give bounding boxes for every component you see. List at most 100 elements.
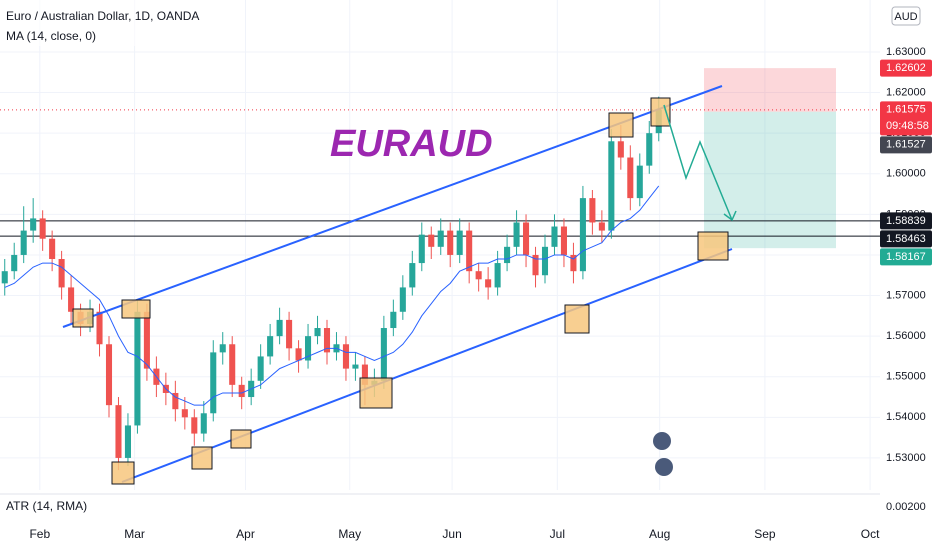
y-tick-label: 1.53000 xyxy=(886,452,926,464)
candle-body xyxy=(485,279,492,288)
price-label-bg xyxy=(880,101,932,136)
y-tick-label: 1.62000 xyxy=(886,86,926,98)
candle-body xyxy=(523,222,530,255)
marker xyxy=(608,112,634,138)
candle-body xyxy=(494,263,501,288)
lower-pane-label: ATR (14, RMA) xyxy=(6,499,87,513)
candle-body xyxy=(399,287,406,312)
lower-trendline xyxy=(121,248,733,483)
candle-body xyxy=(551,226,558,247)
markers xyxy=(72,97,729,485)
marker xyxy=(121,299,151,319)
candle-body xyxy=(305,336,312,361)
currency-button[interactable] xyxy=(891,6,921,26)
countdown: 09:48:58 xyxy=(886,120,929,132)
candle-body xyxy=(579,198,586,272)
candle-body xyxy=(560,226,567,255)
candle-body xyxy=(267,336,274,357)
icon xyxy=(653,432,671,450)
legend-bg xyxy=(0,0,240,46)
price-label-bg xyxy=(880,212,932,230)
x-tick-label: Sep xyxy=(754,527,776,541)
candle-body xyxy=(96,311,103,345)
currency: AUD xyxy=(894,11,917,23)
candle-body xyxy=(257,356,264,381)
candle-body xyxy=(447,230,454,255)
candle-body xyxy=(513,222,520,247)
marker xyxy=(230,429,252,449)
lower-tick-label: 0.00200 xyxy=(886,501,926,513)
stop-zone xyxy=(704,68,836,112)
candle-body xyxy=(1,271,8,284)
candle-body xyxy=(314,328,321,337)
candle-body xyxy=(200,413,207,434)
price-label: 1.62602 xyxy=(886,62,926,74)
marker xyxy=(191,446,213,470)
candle-body xyxy=(428,234,435,247)
icon xyxy=(655,458,673,476)
candle-body xyxy=(172,392,179,410)
candle-body xyxy=(570,254,577,272)
candle-body xyxy=(11,254,18,272)
arrow-head xyxy=(723,210,737,222)
candle-body xyxy=(456,230,463,255)
x-tick-label: Apr xyxy=(236,527,255,541)
x-tick-label: May xyxy=(338,527,361,541)
candle-body xyxy=(627,157,634,199)
candle-body xyxy=(210,352,217,414)
price-axis xyxy=(880,0,932,550)
candle-body xyxy=(608,141,615,231)
candle-body xyxy=(238,384,245,398)
chart-title: Euro / Australian Dollar, 1D, OANDA xyxy=(6,9,199,23)
y-tick-label: 1.63000 xyxy=(886,46,926,58)
plot xyxy=(0,0,880,490)
candle-body xyxy=(276,319,283,337)
candle-body xyxy=(466,230,473,272)
candle-body xyxy=(191,417,198,434)
price-label: 1.61527 xyxy=(886,139,926,151)
candle-body xyxy=(68,287,75,312)
y-tick-label: 1.57000 xyxy=(886,289,926,301)
candle-body xyxy=(437,230,444,247)
x-tick-label: Jun xyxy=(442,527,461,541)
candle-body xyxy=(361,364,368,385)
indicator-label: MA (14, close, 0) xyxy=(6,29,96,43)
y-tick-label: 1.56000 xyxy=(886,330,926,342)
candle-body xyxy=(589,198,596,223)
candle-body xyxy=(342,344,349,369)
y-tick-label: 1.54000 xyxy=(886,411,926,423)
x-tick-label: Oct xyxy=(861,527,880,541)
price-label: 1.58463 xyxy=(886,233,926,245)
candle-body xyxy=(504,246,511,264)
price-label-bg xyxy=(880,136,932,154)
marker xyxy=(650,97,671,127)
candle-body xyxy=(30,218,37,231)
candle-body xyxy=(49,238,56,260)
y-tick-label: 1.60000 xyxy=(886,168,926,180)
price-label-bg xyxy=(880,248,932,266)
candle-body xyxy=(617,141,624,158)
candle-body xyxy=(541,246,549,276)
candle-body xyxy=(475,271,482,280)
candle-body xyxy=(390,311,397,329)
marker xyxy=(564,304,590,334)
marker xyxy=(697,231,729,261)
candle-body xyxy=(105,344,113,406)
price-label: 1.61575 xyxy=(886,104,926,116)
price-label-bg xyxy=(880,230,932,248)
price-label: 1.58167 xyxy=(886,251,926,263)
candle-body xyxy=(323,328,331,353)
candle-body xyxy=(352,364,359,369)
candle-body xyxy=(409,263,416,288)
candle-body xyxy=(39,218,46,239)
candle-body xyxy=(646,133,653,166)
target-zone xyxy=(704,111,836,249)
candle-body xyxy=(115,405,122,458)
price-label-bg xyxy=(880,59,932,77)
candle-body xyxy=(598,222,605,231)
candle-body xyxy=(219,344,226,353)
moving-average xyxy=(4,185,660,406)
price-label: 1.58839 xyxy=(886,215,926,227)
x-tick-label: Feb xyxy=(29,527,50,541)
